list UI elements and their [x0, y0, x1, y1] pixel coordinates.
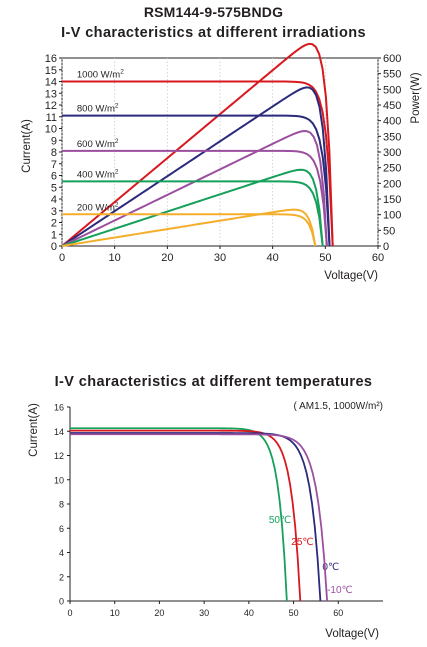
y2-tick-label: 50: [383, 225, 395, 237]
y-tick-label: 5: [51, 182, 57, 194]
y-tick-label: 16: [45, 53, 57, 65]
y-tick-label: 1: [51, 229, 57, 241]
temperature-label: 0℃: [322, 562, 339, 573]
pv-curve-5: [61, 208, 317, 247]
iv-curve-5: [62, 213, 317, 247]
iv-curve-4: [62, 180, 324, 247]
iv-curve-2: [62, 114, 331, 247]
temp-curve-4: [70, 433, 329, 602]
x-tick-label: 40: [244, 608, 254, 618]
irradiance-label: 600 W/m2: [77, 138, 119, 150]
y2-tick-label: 400: [383, 116, 401, 128]
y-tick-label: 14: [54, 427, 64, 437]
y-tick-label: 10: [54, 475, 64, 485]
irradiance-label: 400 W/m2: [77, 168, 119, 180]
irradiance-label: 200 W/m2: [77, 201, 119, 213]
y-tick-label: 8: [51, 147, 57, 159]
y-tick-label: 11: [46, 112, 57, 124]
x-tick-label: 30: [214, 252, 226, 264]
y-tick-label: 0: [51, 241, 57, 253]
y-tick-label: 6: [59, 524, 64, 534]
x-tick-label: 60: [333, 608, 343, 618]
y-tick-label: 8: [59, 500, 64, 510]
temp-curve-1: [70, 427, 288, 602]
y2-tick-label: 0: [383, 241, 389, 253]
pv-curve-1: [61, 42, 334, 247]
irradiance-label: 1000 W/m2: [77, 69, 124, 81]
x-tick-label: 40: [267, 252, 279, 264]
y-tick-label: 9: [51, 135, 57, 147]
y-axis-label: Current(A): [28, 403, 40, 457]
pv-curve-4: [61, 168, 324, 247]
y2-tick-label: 600: [383, 53, 401, 65]
module-model-title: RSM144-9-575BNDG: [143, 4, 284, 20]
y2-tick-label: 100: [383, 210, 401, 222]
y-tick-label: 12: [54, 451, 64, 461]
x-tick-label: 20: [161, 252, 173, 264]
y2-tick-label: 300: [383, 147, 401, 159]
irradiation-iv-chart: 0 10 20 30 40 50 60012345678910111213141516050…: [21, 42, 422, 282]
x-axis-label: Voltage(V): [325, 628, 379, 640]
x-tick-label: 30: [199, 608, 209, 618]
y2-tick-label: 450: [383, 100, 401, 112]
y2-tick-label: 350: [383, 131, 401, 143]
x-tick-label: 10: [109, 252, 121, 264]
temperature-label: -10℃: [327, 585, 353, 596]
x-tick-label: 50: [289, 608, 299, 618]
irradiation-chart-title: I-V characteristics at different irradia…: [61, 25, 366, 41]
y-tick-label: 6: [51, 171, 57, 183]
y2-tick-label: 550: [383, 69, 401, 81]
y-tick-label: 16: [54, 403, 64, 413]
y2-axis-label: Power(W): [410, 72, 422, 123]
y2-tick-label: 250: [383, 163, 401, 175]
y-tick-label: 2: [59, 572, 64, 582]
x-tick-label: 50: [319, 252, 331, 264]
x-tick-label: 0: [59, 252, 65, 264]
irradiance-label: 800 W/m2: [77, 103, 119, 115]
pv-curve-2: [61, 86, 331, 247]
iv-curve-3: [62, 149, 328, 247]
y-tick-label: 4: [59, 548, 64, 558]
temperature-label: 50℃: [269, 515, 291, 526]
y2-tick-label: 200: [383, 178, 401, 190]
y-tick-label: 7: [51, 159, 57, 171]
y2-tick-label: 500: [383, 84, 401, 96]
y-tick-label: 0: [59, 597, 64, 607]
temp-curve-2: [70, 429, 302, 602]
x-tick-label: 0: [67, 608, 72, 618]
y-tick-label: 13: [45, 88, 57, 100]
y-tick-label: 15: [45, 65, 57, 77]
y2-tick-label: 150: [383, 194, 401, 206]
y-tick-label: 12: [45, 100, 57, 112]
y-tick-label: 4: [51, 194, 57, 206]
conditions-subtitle: ( AM1.5, 1000W/m²): [294, 401, 383, 412]
temperature-chart-title: I-V characteristics at different tempera…: [54, 374, 373, 390]
x-axis-label: Voltage(V): [324, 270, 378, 282]
x-tick-label: 20: [154, 608, 164, 618]
temperature-label: 25℃: [291, 537, 313, 548]
iv-curve-1: [62, 80, 334, 247]
x-tick-label: 60: [372, 252, 384, 264]
x-tick-label: 10: [110, 608, 120, 618]
y-tick-label: 14: [45, 77, 57, 89]
y-axis-label: Current(A): [21, 119, 33, 173]
y-tick-label: 10: [45, 124, 57, 136]
y-tick-label: 3: [51, 206, 57, 218]
y-tick-label: 2: [51, 218, 57, 230]
